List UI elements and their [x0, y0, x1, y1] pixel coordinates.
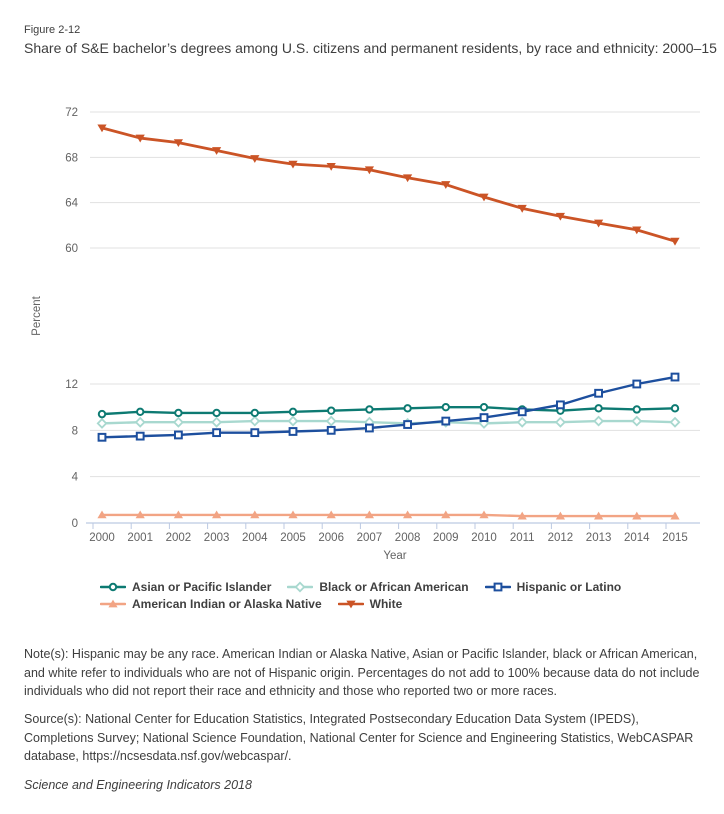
- source-text: Source(s): National Center for Education…: [24, 712, 694, 763]
- legend-item-asian[interactable]: Asian or Pacific Islander: [100, 580, 271, 594]
- x-axis-title: Year: [383, 550, 406, 562]
- hispanic-legend-marker-icon: [484, 582, 511, 592]
- svg-text:68: 68: [65, 152, 78, 164]
- svg-text:2011: 2011: [510, 532, 535, 544]
- legend-row-2: American Indian or Alaska Native White: [100, 597, 621, 611]
- svg-text:2005: 2005: [280, 532, 306, 544]
- svg-text:64: 64: [65, 198, 78, 210]
- svg-text:2001: 2001: [127, 532, 153, 544]
- svg-text:2009: 2009: [433, 532, 459, 544]
- svg-text:2000: 2000: [89, 532, 115, 544]
- svg-text:2012: 2012: [548, 532, 574, 544]
- svg-text:12: 12: [65, 379, 78, 391]
- notes-text: Note(s): Hispanic may be any race. Ameri…: [24, 647, 700, 698]
- svg-text:0: 0: [72, 518, 78, 530]
- svg-text:2013: 2013: [586, 532, 612, 544]
- svg-text:2007: 2007: [357, 532, 383, 544]
- legend-label: Asian or Pacific Islander: [132, 580, 272, 594]
- legend-label: Hispanic or Latino: [516, 580, 622, 594]
- white-legend-marker-icon: [337, 600, 364, 609]
- legend-item-hispanic[interactable]: Hispanic or Latino: [484, 580, 622, 594]
- legend-item-black[interactable]: Black or African American: [287, 580, 469, 594]
- black-legend-marker-icon: [287, 581, 314, 593]
- x-axis-tick-labels: 2000 2001 2002 2003 2004 2005 2006 2007 2008 2009…: [89, 532, 688, 544]
- svg-text:2008: 2008: [395, 532, 421, 544]
- aian-legend-marker-icon: [100, 599, 126, 608]
- y-axis-tick-labels: 72 68 64 60 12 8 4 0: [65, 107, 78, 530]
- svg-text:2004: 2004: [242, 532, 268, 544]
- x-axis: [86, 522, 700, 529]
- y-axis-title: Percent: [31, 295, 43, 335]
- svg-text:60: 60: [65, 243, 78, 255]
- series-aian: [97, 510, 680, 520]
- svg-text:2006: 2006: [318, 532, 344, 544]
- legend-item-white[interactable]: White: [337, 597, 403, 611]
- svg-text:8: 8: [72, 425, 78, 437]
- legend-row-1: Asian or Pacific Islander Black or Africa…: [100, 580, 621, 594]
- svg-text:2003: 2003: [204, 532, 230, 544]
- figure-title: Share of S&E bachelor’s degrees among U.…: [24, 40, 717, 56]
- attribution-text: Science and Engineering Indicators 2018: [24, 778, 252, 792]
- series-asian: [97, 402, 680, 419]
- figure-label: Figure 2-12: [24, 24, 81, 36]
- series-white: [97, 124, 680, 246]
- legend-item-aian[interactable]: American Indian or Alaska Native: [100, 597, 322, 611]
- svg-text:2002: 2002: [166, 532, 192, 544]
- svg-text:2014: 2014: [624, 532, 650, 544]
- svg-text:2010: 2010: [471, 532, 497, 544]
- legend-label: Black or African American: [319, 580, 469, 594]
- legend-label: White: [369, 597, 403, 611]
- chart-legend: Asian or Pacific Islander Black or Africa…: [100, 580, 621, 611]
- svg-text:4: 4: [72, 472, 79, 484]
- svg-text:72: 72: [65, 107, 78, 119]
- series-hispanic: [97, 372, 680, 442]
- asian-legend-marker-icon: [100, 582, 126, 592]
- gridlines: [90, 111, 700, 478]
- svg-text:2015: 2015: [662, 532, 688, 544]
- legend-label: American Indian or Alaska Native: [132, 597, 322, 611]
